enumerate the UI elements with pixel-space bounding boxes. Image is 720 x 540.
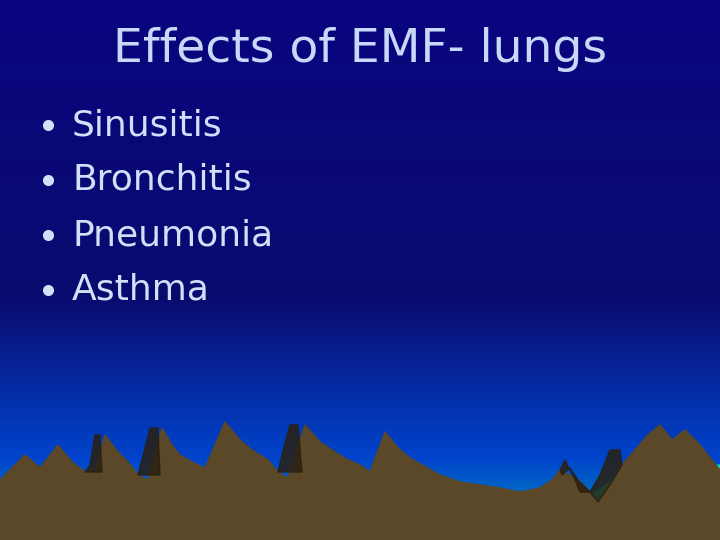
- Polygon shape: [560, 450, 622, 502]
- Polygon shape: [570, 465, 720, 540]
- Text: Sinusitis: Sinusitis: [72, 108, 222, 142]
- Text: Bronchitis: Bronchitis: [72, 163, 251, 197]
- Text: Effects of EMF- lungs: Effects of EMF- lungs: [113, 28, 607, 72]
- Polygon shape: [278, 425, 302, 472]
- Polygon shape: [138, 428, 160, 475]
- Polygon shape: [85, 435, 102, 472]
- Polygon shape: [0, 422, 720, 540]
- Text: Pneumonia: Pneumonia: [72, 218, 273, 252]
- Text: Asthma: Asthma: [72, 273, 210, 307]
